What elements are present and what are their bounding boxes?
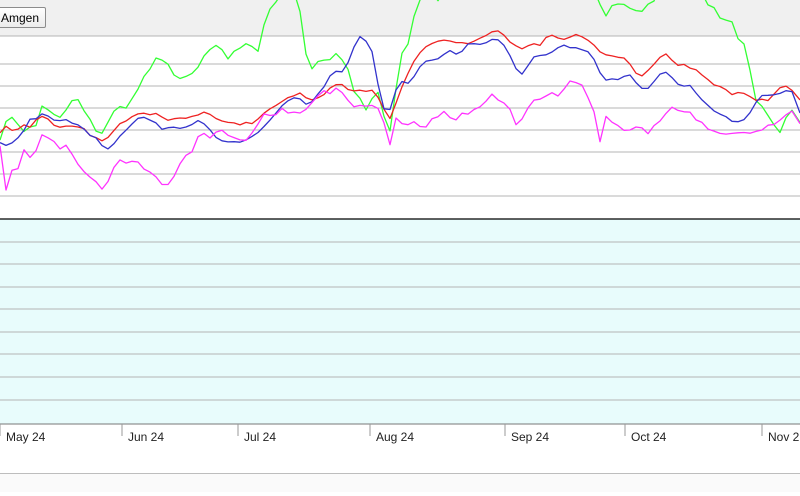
series-line-3	[0, 80, 800, 191]
x-tick-label: Sep 24	[511, 430, 549, 444]
below-zero-fill	[0, 219, 800, 424]
x-tick-label: Nov 2	[768, 430, 800, 444]
series-line-1	[0, 30, 800, 142]
gridlines	[0, 63, 800, 401]
top-band	[0, 0, 800, 36]
x-axis-background	[0, 424, 800, 473]
series-line-2	[0, 35, 800, 150]
series-lines	[0, 0, 800, 191]
x-tick-label: Jul 24	[244, 430, 276, 444]
x-tick-label: Aug 24	[376, 430, 414, 444]
x-axis: May 24 Jun 24 Jul 24 Aug 24 Sep 24 Oct 24 Nov …	[0, 423, 800, 473]
bottom-scroll-area[interactable]	[0, 473, 800, 492]
x-tick-label: May 24	[6, 430, 46, 444]
series-line-0	[0, 0, 800, 141]
x-tick-label: Jun 24	[128, 430, 164, 444]
x-tick-label: Oct 24	[631, 430, 667, 444]
below-zero-area	[0, 219, 800, 424]
legend-series-button[interactable]: Amgen	[0, 7, 47, 28]
